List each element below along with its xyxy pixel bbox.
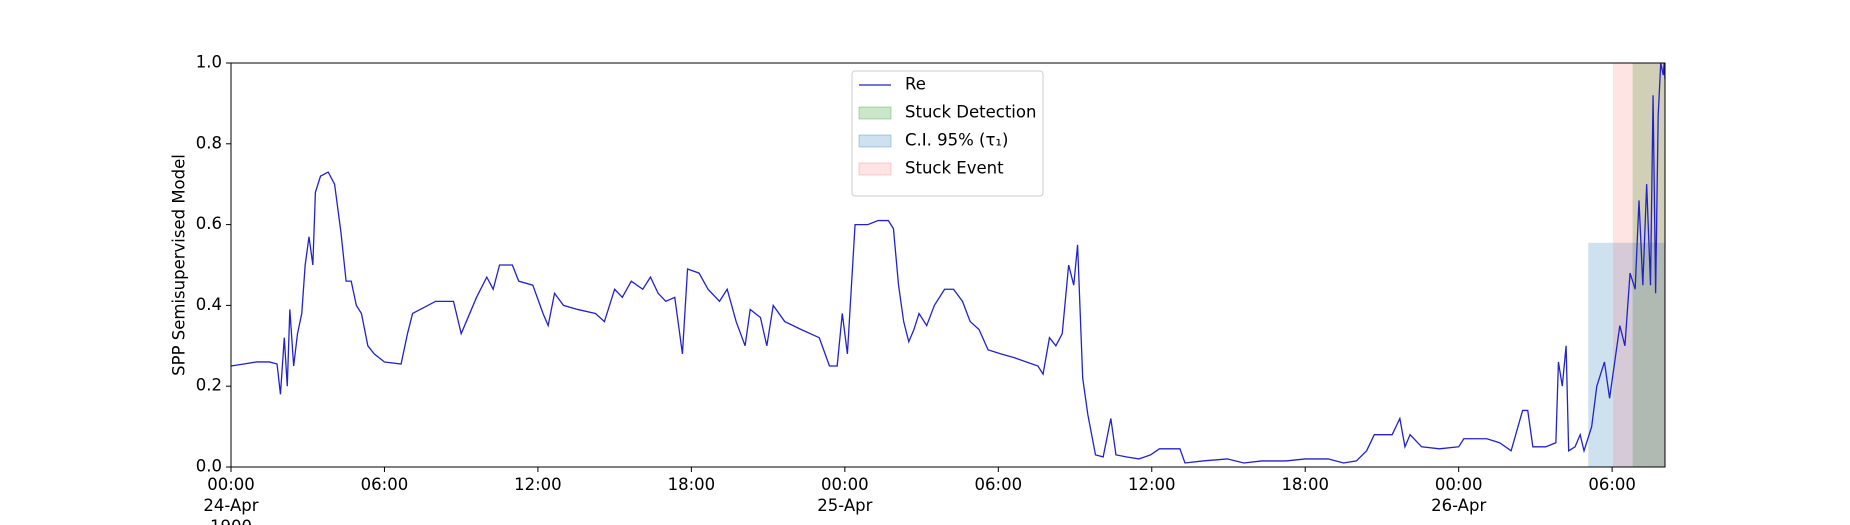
- y-tick-label: 0.2: [196, 376, 222, 395]
- legend-label: Stuck Event: [905, 159, 1004, 178]
- span: [1588, 242, 1665, 467]
- x-tick-label: 06:00: [1588, 475, 1636, 494]
- x-tick-label: 00:00 25-Apr: [817, 475, 873, 515]
- plot-frame: [230, 62, 1666, 468]
- legend-box: [851, 70, 1044, 197]
- legend-label: Stuck Detection: [905, 103, 1036, 122]
- x-tick-label: 00:00 26-Apr: [1431, 475, 1487, 515]
- x-tick-label: 18:00: [667, 475, 716, 494]
- x-tick-label: 06:00: [974, 475, 1023, 494]
- x-tick-label: 00:00 24-Apr 1900: [203, 475, 259, 525]
- x-tick-label: 12:00: [514, 475, 562, 494]
- y-tick-label: 0.4: [196, 295, 222, 314]
- legend: Re Stuck Detection C.I. 95% (τ₁) Stuck Even…: [851, 70, 1044, 197]
- x-tick-label: 12:00: [1127, 475, 1176, 494]
- x-tick-label: 18:00: [1281, 475, 1329, 494]
- legend-handle: [858, 106, 892, 120]
- span: [1632, 63, 1665, 467]
- y-tick-label: 0.6: [196, 214, 222, 233]
- legend-label: Re: [905, 75, 926, 94]
- legend-handle: [858, 162, 892, 176]
- y-tick-label: 0.0: [196, 457, 222, 476]
- span: [1612, 63, 1665, 467]
- line-series: [230, 62, 1666, 464]
- legend-handle: [858, 134, 892, 148]
- y-tick-label: 0.8: [196, 133, 222, 152]
- x-tick-label: 06:00: [360, 475, 409, 494]
- y-axis-label: SPP Semisupervised Model: [170, 154, 189, 376]
- legend-label: C.I. 95% (τ₁): [905, 131, 1008, 150]
- y-tick-label: 1.0: [196, 53, 222, 72]
